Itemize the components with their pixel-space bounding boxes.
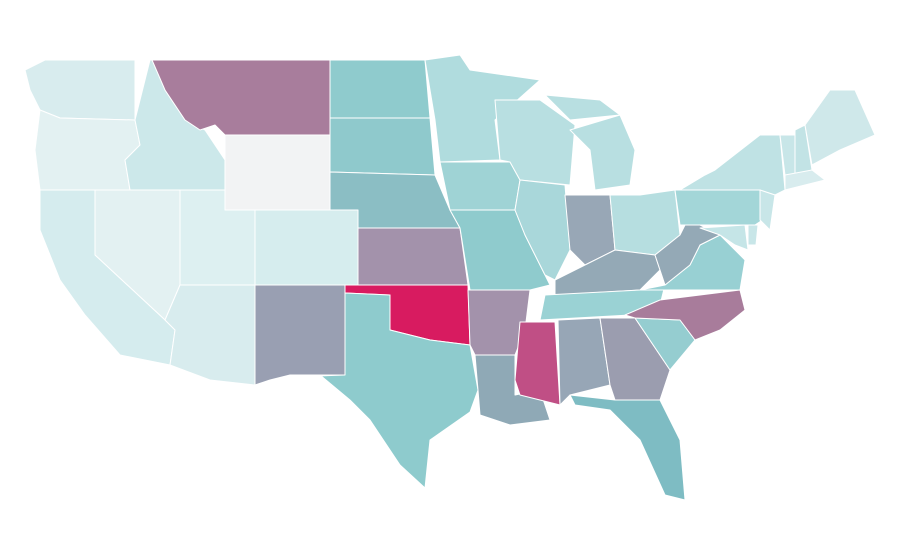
state-region xyxy=(699,224,749,251)
state-region xyxy=(254,209,359,286)
state-region xyxy=(439,161,521,211)
state-region xyxy=(224,134,331,211)
state-region xyxy=(679,134,786,196)
state-region xyxy=(254,284,346,386)
state-region xyxy=(329,117,436,176)
state-region xyxy=(164,284,256,386)
state-region xyxy=(674,189,771,226)
state-region xyxy=(289,292,479,489)
state-region xyxy=(557,317,611,406)
state-region xyxy=(759,189,776,231)
state-region xyxy=(747,224,759,246)
state-region xyxy=(514,321,561,406)
state-region xyxy=(357,227,469,286)
state-region xyxy=(804,89,876,166)
state-region xyxy=(329,59,431,119)
state-region xyxy=(544,94,636,191)
state-region xyxy=(424,54,541,163)
state-region xyxy=(784,169,826,191)
state-region xyxy=(569,394,686,501)
state-region xyxy=(554,249,661,296)
state-region xyxy=(34,109,141,191)
state-region xyxy=(474,354,551,426)
state-region xyxy=(624,289,746,341)
